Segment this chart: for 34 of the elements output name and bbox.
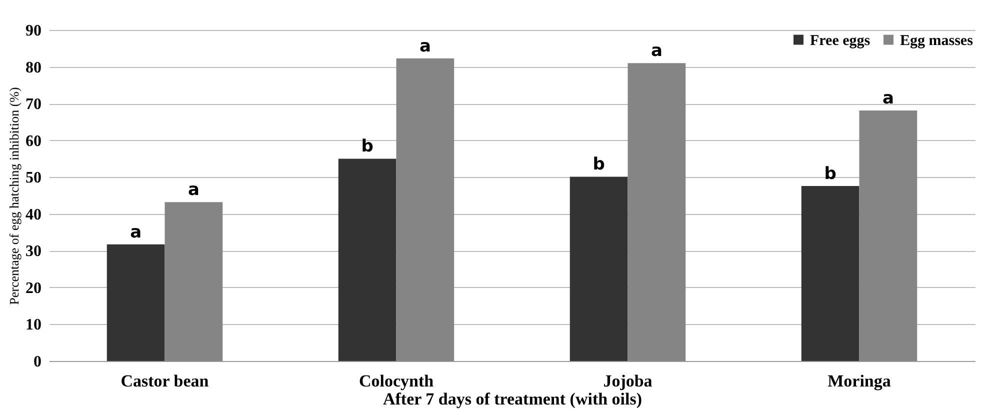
bar [106, 244, 165, 361]
y-tick-label: 60 [26, 132, 42, 150]
x-tick-label: Castor bean [120, 372, 210, 390]
bar [570, 176, 628, 361]
bar [164, 202, 223, 361]
annotation: a [650, 41, 662, 62]
y-tick-label: 30 [26, 243, 42, 260]
bar [801, 186, 860, 361]
x-tick-label: Moringa [828, 372, 892, 390]
y-axis-title: Percentage of egg hatching inhibition (%) [6, 87, 22, 305]
annotation: a [882, 88, 894, 109]
x-tick-label: Colocynth [358, 372, 434, 390]
bar [396, 58, 454, 361]
y-tick-label: 10 [26, 316, 42, 334]
legend-label: Free eggs [810, 32, 870, 49]
annotation: a [130, 222, 142, 242]
annotation: b [824, 164, 836, 184]
bar [859, 110, 918, 361]
x-tick-label: Jojoba [603, 372, 653, 390]
y-tick-label: 0 [34, 354, 42, 370]
annotation: a [188, 180, 200, 200]
y-tick-label: 80 [26, 59, 42, 76]
bar [338, 158, 396, 361]
annotation: b [361, 136, 374, 157]
annotation: a [419, 36, 431, 56]
y-tick-label: 40 [26, 206, 42, 224]
y-tick-label: 90 [26, 22, 42, 40]
x-axis-title: After 7 days of treatment (with oils) [382, 390, 642, 408]
y-tick-label: 20 [26, 280, 42, 297]
legend-label: Egg masses [900, 32, 974, 49]
bar [628, 63, 686, 361]
annotation: b [592, 154, 605, 175]
y-tick-label: 50 [26, 170, 42, 187]
y-tick-label: 70 [26, 96, 42, 114]
